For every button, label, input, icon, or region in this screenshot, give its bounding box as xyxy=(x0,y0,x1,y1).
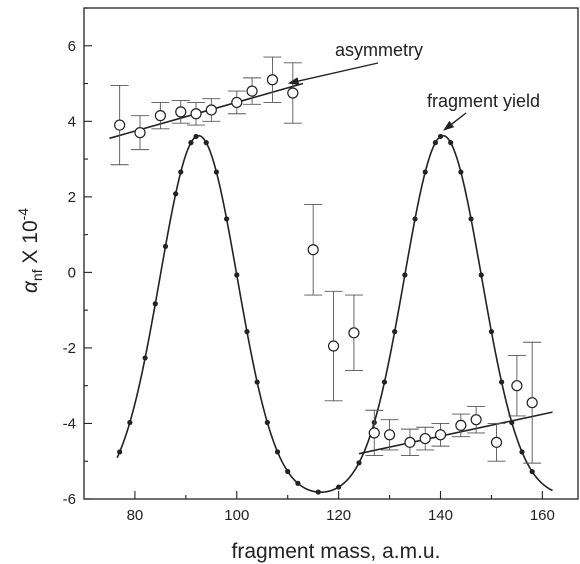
asymmetry-point xyxy=(419,432,431,445)
fragment-yield-point xyxy=(381,379,388,385)
y-tick-label: -2 xyxy=(63,340,76,357)
y-tick-label: 4 xyxy=(68,113,76,130)
x-tick-label: 100 xyxy=(224,507,249,524)
fragment-yield-point xyxy=(422,169,428,175)
fragment-yield-point xyxy=(468,216,474,222)
annotation-arrow-line xyxy=(451,112,467,125)
x-tick-label: 160 xyxy=(530,507,555,524)
fragment-yield-point xyxy=(274,449,281,455)
annotation-label: asymmetry xyxy=(335,40,423,60)
fragment-yield-point xyxy=(432,140,439,146)
fragment-yield-point xyxy=(336,484,342,490)
asymmetry-point xyxy=(383,429,396,441)
fragment-yield-point xyxy=(356,460,362,466)
asymmetry-point xyxy=(526,397,538,409)
y-tick-label: -6 xyxy=(63,491,76,508)
y-axis-subscript: nf xyxy=(29,269,45,281)
fragment-yield-point xyxy=(285,468,291,475)
y-axis-text: X 10 xyxy=(19,220,42,269)
fragment-yield-point xyxy=(142,355,148,361)
fragment-yield-point xyxy=(244,329,250,335)
fragment-yield-point xyxy=(178,169,184,175)
asymmetry-point xyxy=(470,414,482,426)
fragment-yield-point xyxy=(193,133,199,140)
x-tick-label: 140 xyxy=(428,507,453,524)
asymmetry-point xyxy=(205,104,217,116)
asymmetry-point xyxy=(307,244,319,256)
x-tick-label: 80 xyxy=(127,507,144,524)
y-tick-label: 0 xyxy=(68,264,76,281)
fragment-yield-point xyxy=(488,329,495,335)
asymmetry-point xyxy=(368,427,380,439)
fragment-yield-point xyxy=(264,419,270,426)
asymmetry-point xyxy=(490,436,503,448)
fit-line-asymmetry-right xyxy=(358,411,553,455)
y-tick-label: 2 xyxy=(68,189,76,206)
fragment-yield-point xyxy=(254,379,260,385)
fragment-yield-curve xyxy=(116,134,553,493)
fragment-yield-point xyxy=(315,489,321,495)
fragment-yield-point xyxy=(234,272,240,278)
fragment-yield-point xyxy=(162,243,169,249)
asymmetry-point xyxy=(404,436,416,448)
fragment-yield-point xyxy=(478,272,484,278)
fragment-yield-point xyxy=(173,191,179,197)
x-tick-label: 120 xyxy=(326,507,351,524)
y-tick-label: -4 xyxy=(63,415,76,432)
asymmetry-point xyxy=(266,74,279,86)
fragment-yield-point xyxy=(223,216,230,222)
asymmetry-point xyxy=(511,380,523,392)
annotations: asymmetry fragment yield xyxy=(287,40,540,131)
fragment-yield-point xyxy=(412,216,418,222)
fragment-yield-point xyxy=(213,169,220,175)
fragment-yield-point xyxy=(392,329,398,335)
fragment-yield-point xyxy=(203,140,209,146)
y-axis-superscript: -4 xyxy=(15,208,31,221)
fragment-yield-point xyxy=(437,133,444,140)
fragment-yield-point xyxy=(117,449,123,455)
asymmetry-point xyxy=(154,110,166,122)
annotation-label: fragment yield xyxy=(427,91,540,111)
asymmetry-point xyxy=(134,127,146,139)
fragment-yield-point xyxy=(402,272,408,278)
y-tick-label: 6 xyxy=(68,38,76,55)
annotation-arrow-head xyxy=(287,77,300,85)
annotation-arrow-line xyxy=(298,62,379,82)
asymmetry-point xyxy=(434,429,447,441)
fragment-yield-point xyxy=(127,419,133,426)
y-axis-label: αnf X 10-4 xyxy=(15,208,45,293)
asymmetry-point xyxy=(348,327,360,339)
fragment-yield-point xyxy=(152,301,158,307)
asymmetry-point xyxy=(114,119,126,131)
asymmetry-point xyxy=(246,85,258,97)
annotation-arrow-head xyxy=(443,120,455,131)
x-axis-label: fragment mass, a.m.u. xyxy=(232,540,441,563)
fragment-yield-point xyxy=(529,469,535,475)
fragment-yield-point xyxy=(458,169,464,175)
y-axis-symbol: α xyxy=(19,280,42,293)
plot-frame xyxy=(83,7,579,500)
asymmetry-point xyxy=(231,96,243,109)
fragment-yield-point xyxy=(295,480,301,486)
axis-ticks: 80 100 120 140 160 -6 -4 -2 0 2 4 6 xyxy=(63,7,555,524)
asymmetry-point xyxy=(190,108,202,120)
asymmetry-point xyxy=(455,419,467,431)
plot-marks xyxy=(109,56,553,495)
fragment-yield-point xyxy=(519,449,525,455)
fragment-yield-point xyxy=(188,140,194,146)
asymmetry-point xyxy=(287,87,299,99)
fragment-yield-point xyxy=(448,140,454,146)
fragment-yield-point xyxy=(499,379,505,385)
asymmetry-point xyxy=(327,340,340,352)
asymmetry-point xyxy=(175,106,187,118)
